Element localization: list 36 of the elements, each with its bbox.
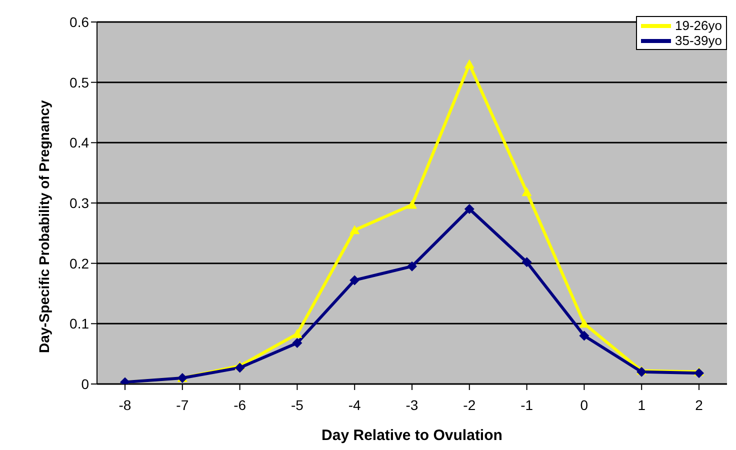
point — [522, 187, 532, 196]
x-tick-label: 1 — [638, 396, 646, 413]
point — [522, 257, 532, 268]
point — [350, 225, 360, 234]
x-tick-label: 2 — [695, 396, 704, 413]
y-tick-label: 0 — [81, 376, 90, 392]
point — [694, 368, 704, 378]
point — [464, 204, 474, 214]
point — [407, 261, 417, 272]
x-tick-label: -8 — [118, 396, 132, 413]
point — [407, 200, 417, 209]
y-tick-label: 0.5 — [70, 74, 90, 90]
point — [464, 59, 474, 68]
x-axis-title: Day Relative to Ovulation — [322, 427, 502, 444]
legend-label: 19-26yo — [675, 18, 722, 33]
x-tick-label: -7 — [176, 396, 189, 413]
y-tick-label: 0.4 — [70, 134, 90, 151]
x-tick-label: -1 — [520, 396, 534, 413]
point — [234, 362, 245, 373]
y-tick-label: 0.2 — [70, 255, 90, 272]
x-tick-label: -3 — [406, 396, 418, 413]
y-axis-title: Day-Specific Probability of Pregnancy — [36, 100, 52, 353]
x-tick-label: 0 — [580, 396, 588, 413]
y-tick-label: 0.3 — [70, 194, 90, 211]
x-tick-label: -2 — [463, 396, 476, 413]
point — [350, 275, 360, 286]
point — [579, 330, 590, 341]
x-tick-label: -5 — [290, 396, 304, 413]
point — [292, 328, 302, 338]
legend-label: 35-39yo — [675, 33, 722, 48]
y-tick-label: 0.6 — [70, 14, 90, 30]
y-tick-label: 0.1 — [70, 316, 90, 332]
x-tick-label: -4 — [348, 396, 362, 413]
x-tick-label: -6 — [234, 396, 246, 413]
point — [579, 318, 590, 328]
point — [292, 338, 302, 348]
